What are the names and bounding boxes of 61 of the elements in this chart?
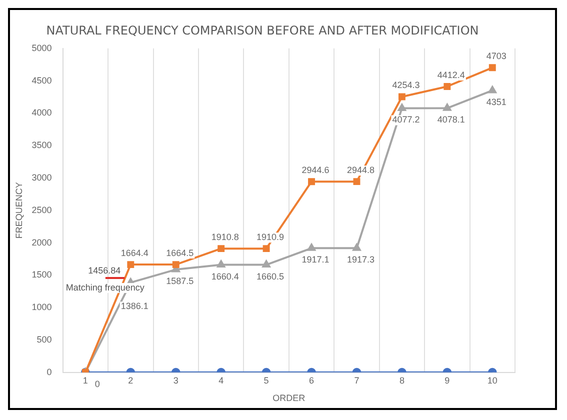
y-axis-title: FREQUENCY	[14, 182, 24, 239]
data-label: 4254.3	[392, 80, 420, 90]
point	[398, 93, 406, 100]
data-label: 4077.2	[392, 114, 420, 125]
annotation: 1456.84	[88, 265, 121, 276]
x-tick-label: 9	[444, 375, 450, 386]
data-label: 4078.1	[437, 114, 465, 125]
y-tick-label: 0	[46, 366, 52, 377]
data-label: 1660.4	[211, 271, 239, 282]
data-label: 1386.1	[120, 301, 148, 312]
data-label: 4412.4	[437, 70, 465, 80]
point	[127, 261, 134, 268]
y-tick-label: 2000	[32, 237, 52, 248]
data-label: 1917.3	[346, 254, 375, 265]
y-tick-label: 500	[36, 334, 52, 344]
point	[307, 244, 316, 251]
x-tick-label: 6	[309, 375, 314, 386]
data-label: 1587.5	[166, 276, 194, 286]
data-label: 2944.6	[302, 165, 330, 176]
x-tick-label: 10	[487, 375, 498, 386]
point	[488, 86, 496, 94]
point	[172, 261, 180, 268]
y-tick-label: 4000	[32, 108, 52, 118]
data-label: 1660.5	[256, 271, 284, 282]
data-label: 1917.1	[302, 254, 330, 265]
point	[262, 245, 270, 252]
chart-title: NATURAL FREQUENCY COMPARISON BEFORE AND AFTER MODIFICATION	[46, 23, 479, 38]
x-tick-label: 8	[399, 375, 404, 386]
y-tick-label: 1000	[32, 302, 52, 312]
point	[218, 245, 225, 252]
x-axis-title: ORDER	[272, 393, 306, 404]
x-tick-label: 3	[173, 375, 178, 386]
data-label: 1664.4	[120, 248, 148, 258]
point	[262, 260, 270, 268]
x-tick-label: 7	[354, 375, 360, 386]
x-tick-label: 2	[128, 375, 134, 386]
data-label: 1910.9	[256, 232, 284, 242]
y-tick-label: 5000	[32, 42, 52, 53]
point	[488, 64, 496, 72]
data-label: 1664.5	[166, 248, 194, 258]
point	[443, 104, 452, 111]
data-label: 1910.8	[211, 232, 239, 242]
data-label: 2944.8	[346, 165, 375, 176]
x-tick-label: 4	[218, 375, 224, 386]
y-tick-label: 3000	[32, 172, 52, 182]
point	[398, 104, 406, 111]
point	[353, 178, 360, 186]
x-tick-label: 1	[82, 375, 88, 386]
y-tick-label: 2500	[32, 204, 52, 215]
y-tick-label: 4500	[32, 75, 52, 86]
point	[217, 260, 226, 268]
data-label: 4351	[486, 96, 506, 107]
point	[352, 244, 361, 251]
point	[444, 83, 451, 90]
data-label: 0	[94, 378, 100, 389]
data-label: 4703	[486, 51, 506, 62]
point	[308, 178, 315, 186]
x-tick-label: 5	[264, 375, 269, 386]
ref-line-label: Matching frequency	[66, 282, 145, 292]
y-tick-label: 1500	[32, 270, 52, 280]
y-tick-label: 3500	[32, 140, 52, 150]
